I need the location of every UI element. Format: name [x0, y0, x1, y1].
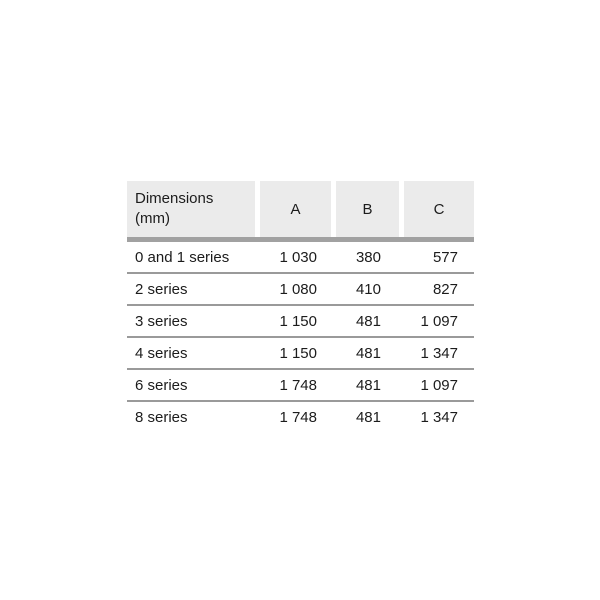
header-cell-b: B	[336, 181, 399, 237]
cell-c: 577	[432, 248, 458, 266]
table-row: 4 series 1 150 481 1 347	[127, 338, 474, 370]
cell-a: 1 030	[279, 248, 317, 266]
header-label-c: C	[433, 200, 445, 218]
cell-c: 1 097	[420, 312, 458, 330]
header-rule	[127, 237, 474, 242]
header-dimensions-line2: (mm)	[135, 210, 170, 227]
cell-a: 1 080	[279, 280, 317, 298]
table-header-row: Dimensions (mm) A B C	[127, 181, 474, 237]
cell-b: 481	[355, 312, 381, 330]
row-label: 0 and 1 series	[135, 248, 230, 266]
row-label: 2 series	[135, 280, 188, 298]
row-label: 3 series	[135, 312, 188, 330]
cell-b: 380	[355, 248, 381, 266]
table-row: 0 and 1 series 1 030 380 577	[127, 242, 474, 274]
header-cell-c: C	[404, 181, 474, 237]
cell-b: 481	[355, 344, 381, 362]
table-row: 8 series 1 748 481 1 347	[127, 402, 474, 432]
table-row: 3 series 1 150 481 1 097	[127, 306, 474, 338]
cell-c: 827	[432, 280, 458, 298]
cell-a: 1 150	[279, 344, 317, 362]
cell-b: 481	[355, 376, 381, 394]
header-cell-dimensions: Dimensions (mm)	[127, 181, 255, 237]
header-dimensions-line1: Dimensions	[135, 190, 214, 207]
cell-c: 1 097	[420, 376, 458, 394]
cell-a: 1 748	[279, 408, 317, 426]
cell-c: 1 347	[420, 344, 458, 362]
row-label: 6 series	[135, 376, 188, 394]
table-row: 6 series 1 748 481 1 097	[127, 370, 474, 402]
header-label-b: B	[362, 200, 373, 218]
cell-b: 410	[355, 280, 381, 298]
header-label-a: A	[290, 200, 301, 218]
header-cell-a: A	[260, 181, 331, 237]
cell-b: 481	[355, 408, 381, 426]
cell-a: 1 150	[279, 312, 317, 330]
cell-a: 1 748	[279, 376, 317, 394]
cell-c: 1 347	[420, 408, 458, 426]
dimensions-table: Dimensions (mm) A B C 0 and 1 series 1 0…	[127, 181, 474, 432]
row-label: 8 series	[135, 408, 188, 426]
row-label: 4 series	[135, 344, 188, 362]
table-row: 2 series 1 080 410 827	[127, 274, 474, 306]
